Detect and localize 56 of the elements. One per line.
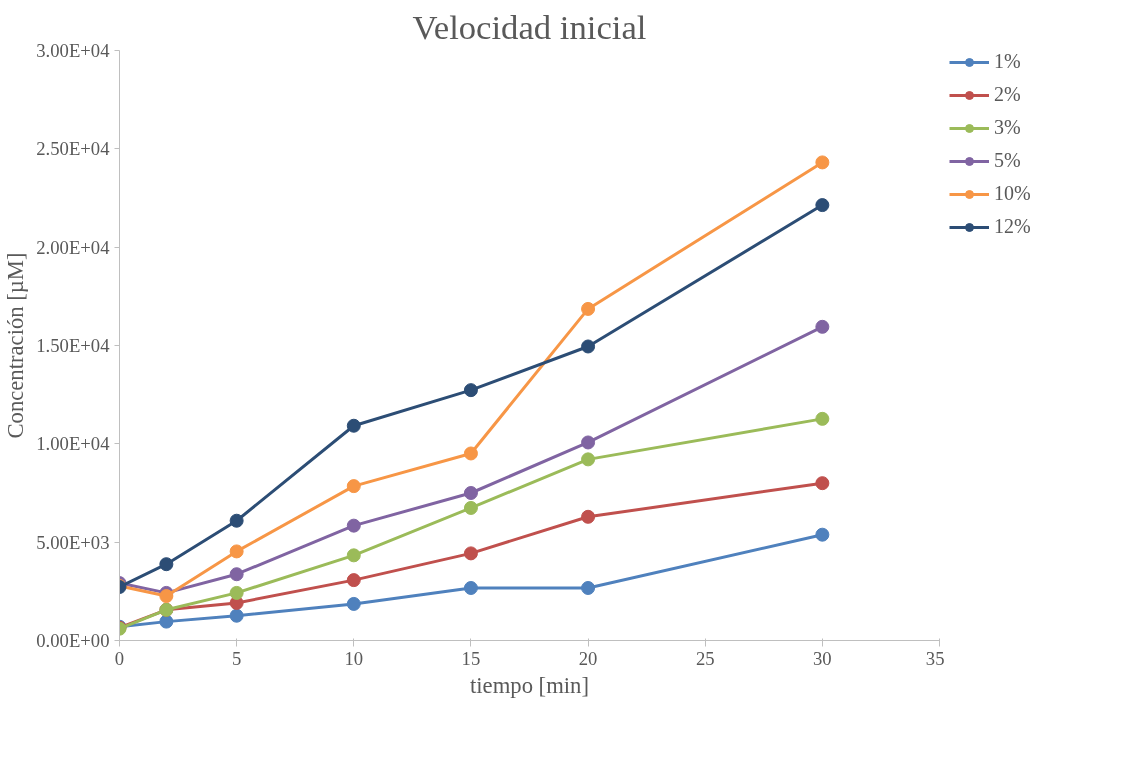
point [581,301,596,316]
point [229,513,244,528]
point [581,452,596,467]
y-tick-label: 5.00E+03 [36,531,110,553]
y-tick-label: 1.50E+04 [36,335,111,356]
point [815,198,830,213]
point [346,548,361,563]
legend-label: 12% [994,215,1031,238]
x-axis-title: tiempo [min] [470,672,589,698]
legend-label: 2% [994,83,1021,106]
x-tick-label: 25 [695,647,715,669]
y-tick-label: 0.00E+00 [36,630,110,651]
x-tick-label: 30 [813,647,832,669]
point [463,383,478,398]
x-tick-label: 10 [344,647,364,669]
y-tick-label: 1.00E+04 [36,433,111,455]
point [815,411,830,426]
point [815,319,830,334]
x-tick-label: 35 [925,647,945,669]
x-tick-label: 5 [231,647,242,669]
point [346,596,361,611]
point [229,544,244,559]
point [159,557,174,572]
point [581,581,596,595]
point [815,476,830,491]
point [815,155,830,170]
y-tick-label: 2.00E+04 [36,236,111,258]
point [229,567,244,582]
y-axis-title: Concentración [µM] [3,252,29,439]
point [346,418,361,433]
point [463,500,478,515]
point [159,614,174,629]
point [346,518,361,533]
point [346,573,361,588]
point [581,435,596,450]
legend-label: 5% [994,149,1021,172]
x-tick-label: 0 [114,647,125,669]
legend-label: 1% [994,50,1021,73]
legend-label: 3% [994,116,1021,139]
chart-title: Velocidad inicial [412,7,647,46]
point [815,527,830,542]
x-tick-label: 15 [461,647,481,669]
y-tick-label: 2.50E+04 [36,138,111,160]
point [463,546,478,561]
x-tick-label: 20 [578,647,598,669]
point [229,608,244,623]
y-tick-label: 3.00E+04 [36,40,111,61]
point [463,486,478,500]
point [581,509,596,524]
point [463,446,478,461]
point [159,589,174,604]
point [346,479,361,494]
point [581,339,596,354]
legend-label: 10% [994,182,1031,205]
point [463,581,478,595]
point [229,585,244,600]
